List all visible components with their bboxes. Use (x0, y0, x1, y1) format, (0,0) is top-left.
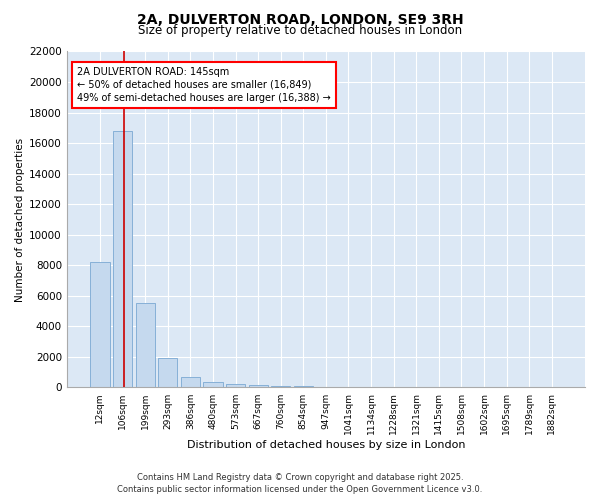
Bar (361, 387, 380, 388)
Bar (181, 377, 200, 388)
Text: Size of property relative to detached houses in London: Size of property relative to detached ho… (138, 24, 462, 37)
Bar (113, 131, 132, 388)
Bar (91, 262, 110, 388)
Bar (248, 385, 268, 388)
Bar (226, 384, 245, 388)
Bar (339, 387, 358, 388)
Bar (136, 304, 155, 388)
Text: 2A DULVERTON ROAD: 145sqm
← 50% of detached houses are smaller (16,849)
49% of s: 2A DULVERTON ROAD: 145sqm ← 50% of detac… (77, 66, 331, 103)
X-axis label: Distribution of detached houses by size in London: Distribution of detached houses by size … (187, 440, 465, 450)
Bar (316, 386, 335, 388)
Bar (293, 386, 313, 388)
Bar (158, 358, 178, 388)
Y-axis label: Number of detached properties: Number of detached properties (15, 138, 25, 302)
Text: Contains HM Land Registry data © Crown copyright and database right 2025.
Contai: Contains HM Land Registry data © Crown c… (118, 472, 482, 494)
Bar (203, 382, 223, 388)
Bar (271, 386, 290, 388)
Text: 2A, DULVERTON ROAD, LONDON, SE9 3RH: 2A, DULVERTON ROAD, LONDON, SE9 3RH (137, 12, 463, 26)
